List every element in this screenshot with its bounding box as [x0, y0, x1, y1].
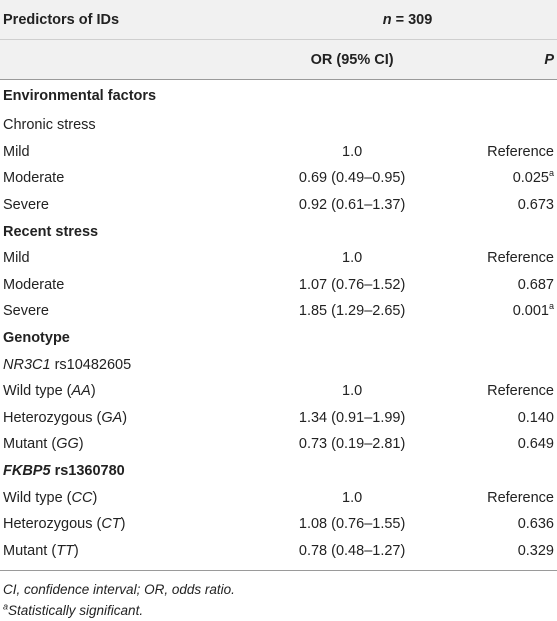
section-genotype: Genotype	[3, 330, 70, 347]
table-row: Wild type (AA) 1.0 Reference	[3, 383, 554, 400]
snp-id: rs1360780	[50, 463, 125, 480]
table-row: Severe 0.92 (0.61–1.37) 0.673	[3, 197, 554, 214]
n-symbol: n	[382, 11, 392, 28]
subsection-fkbp5: FKBP5 rs1360780	[0, 458, 557, 485]
table-bottom-rule	[0, 570, 557, 572]
p-header: P	[544, 51, 554, 68]
table-row: Mutant (TT) 0.78 (0.48–1.27) 0.329	[3, 542, 554, 559]
header-divider	[258, 38, 557, 40]
predictors-header: Predictors of IDs	[3, 11, 120, 28]
table-row: Mild 1.0 Reference	[3, 250, 554, 267]
significance-marker: a	[548, 168, 554, 179]
table-row: Heterozygous (CT) 1.08 (0.76–1.55) 0.636	[3, 516, 554, 533]
p-value: 0.001	[512, 303, 549, 320]
table-header-bottom: OR (95% CI) P	[0, 40, 557, 80]
snp-id: rs10482605	[50, 356, 132, 373]
gene-name: NR3C1	[3, 356, 51, 373]
or-header: OR (95% CI)	[310, 51, 394, 68]
footnote-abbreviations: CI, confidence interval; OR, odds ratio.	[3, 582, 235, 598]
table-row: Wild type (CC) 1.0 Reference	[3, 489, 554, 506]
subsection-recent: Recent stress	[3, 223, 99, 240]
table-header-top: Predictors of IDs n = 309	[0, 0, 557, 40]
subsection-chronic: Chronic stress	[3, 117, 96, 134]
sample-size-header: n = 309	[258, 0, 557, 40]
table-row: Heterozygous (GA) 1.34 (0.91–1.99) 0.140	[3, 409, 554, 426]
table-row: Mild 1.0 Reference	[3, 143, 554, 160]
subsection-nr3c1: NR3C1 rs10482605	[0, 351, 557, 378]
p-value: 0.025	[512, 170, 549, 187]
table-row: Mutant (GG) 0.73 (0.19–2.81) 0.649	[3, 436, 554, 453]
significance-marker: a	[548, 301, 554, 312]
table-row: Severe 1.85 (1.29–2.65) 0.001a	[3, 301, 554, 320]
table-row: Moderate 1.07 (0.76–1.52) 0.687	[3, 276, 554, 293]
section-environmental: Environmental factors	[3, 88, 157, 104]
table-row: Moderate 0.69 (0.49–0.95) 0.025a	[3, 168, 554, 187]
gene-name: FKBP5	[3, 463, 51, 480]
footnote-significance: aStatistically significant.	[3, 601, 144, 619]
n-value: = 309	[395, 11, 433, 28]
